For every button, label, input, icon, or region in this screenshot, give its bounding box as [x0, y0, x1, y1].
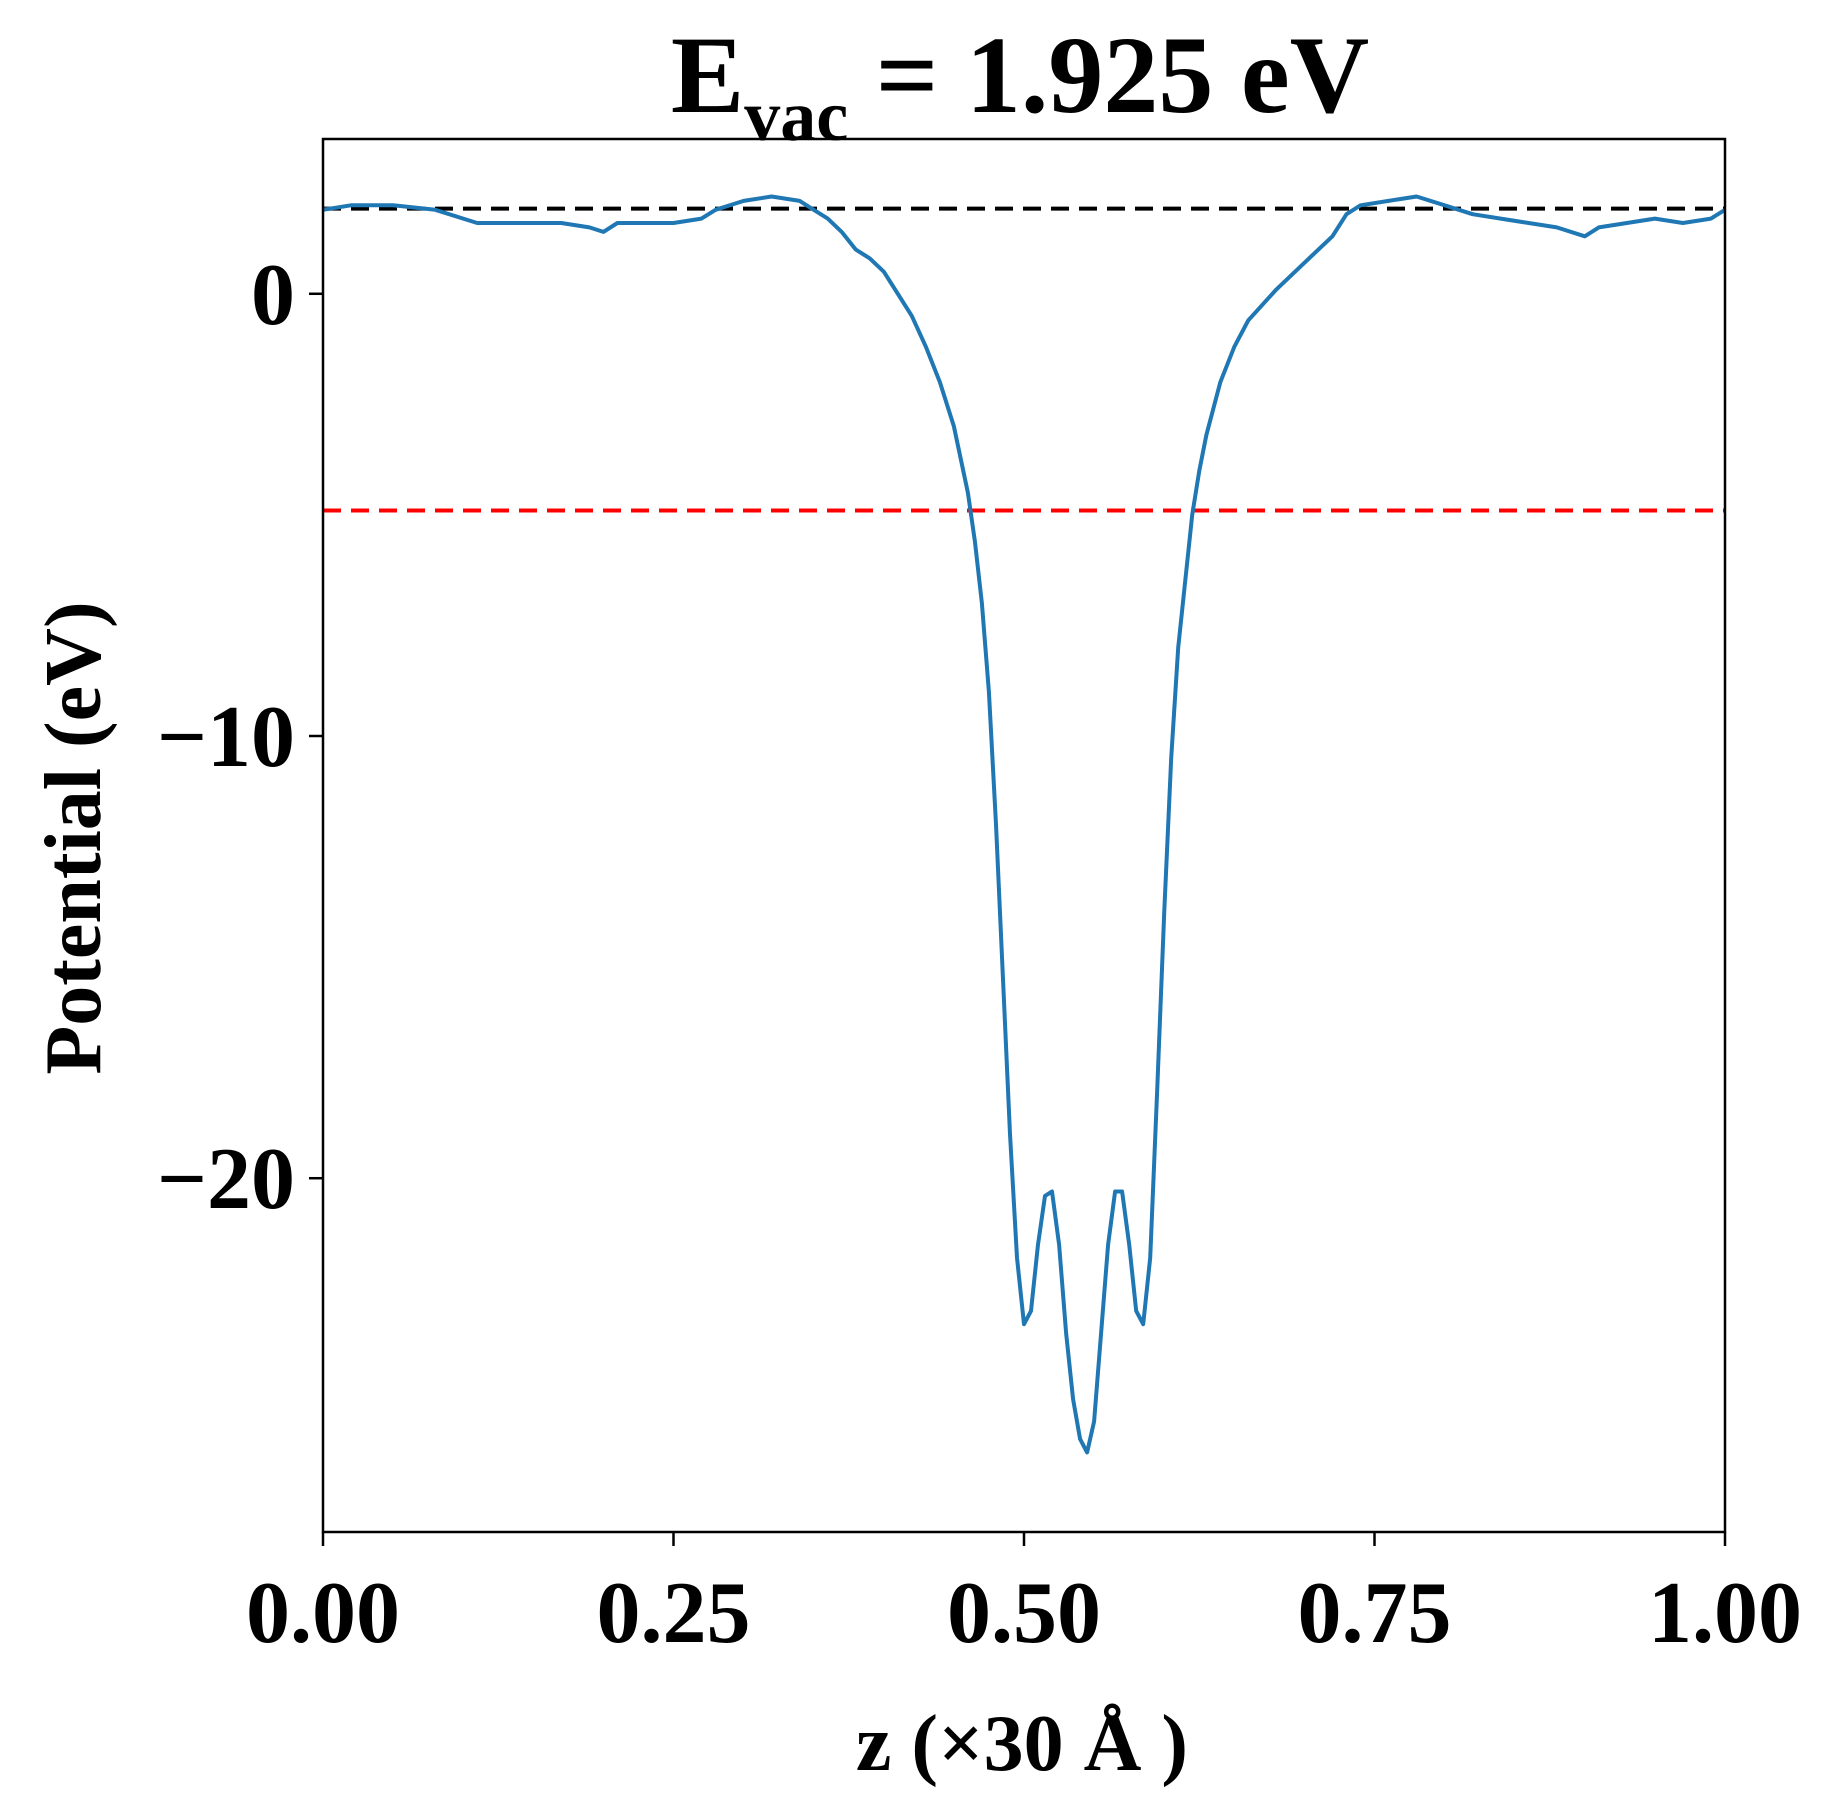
plot-area: 0.00 0.25 0.50 0.75 1.00 0 −10 −20: [157, 137, 1802, 1662]
chart-title: Evac = 1.925 eV: [671, 14, 1369, 156]
x-tick-label-2: 0.50: [947, 1565, 1101, 1662]
y-axis-label: Potential (eV): [30, 601, 118, 1074]
x-tick-label-3: 0.75: [1298, 1565, 1452, 1662]
y-tick-label-2: −20: [157, 1131, 295, 1228]
x-tick-label-0: 0.00: [246, 1565, 400, 1662]
chart-title-subscript: vac: [744, 76, 848, 156]
potential-series-line-1: [323, 194, 1725, 1455]
chart-title-rest: = 1.925 eV: [848, 14, 1369, 136]
x-tick-label-4: 1.00: [1648, 1565, 1802, 1662]
y-tick-label-0: 0: [251, 247, 295, 344]
y-tick-label-1: −10: [157, 689, 295, 786]
x-tick-label-1: 0.25: [597, 1565, 751, 1662]
x-axis-label: z (×30 Å ): [856, 1700, 1188, 1788]
chart-title-main: E: [671, 14, 744, 136]
